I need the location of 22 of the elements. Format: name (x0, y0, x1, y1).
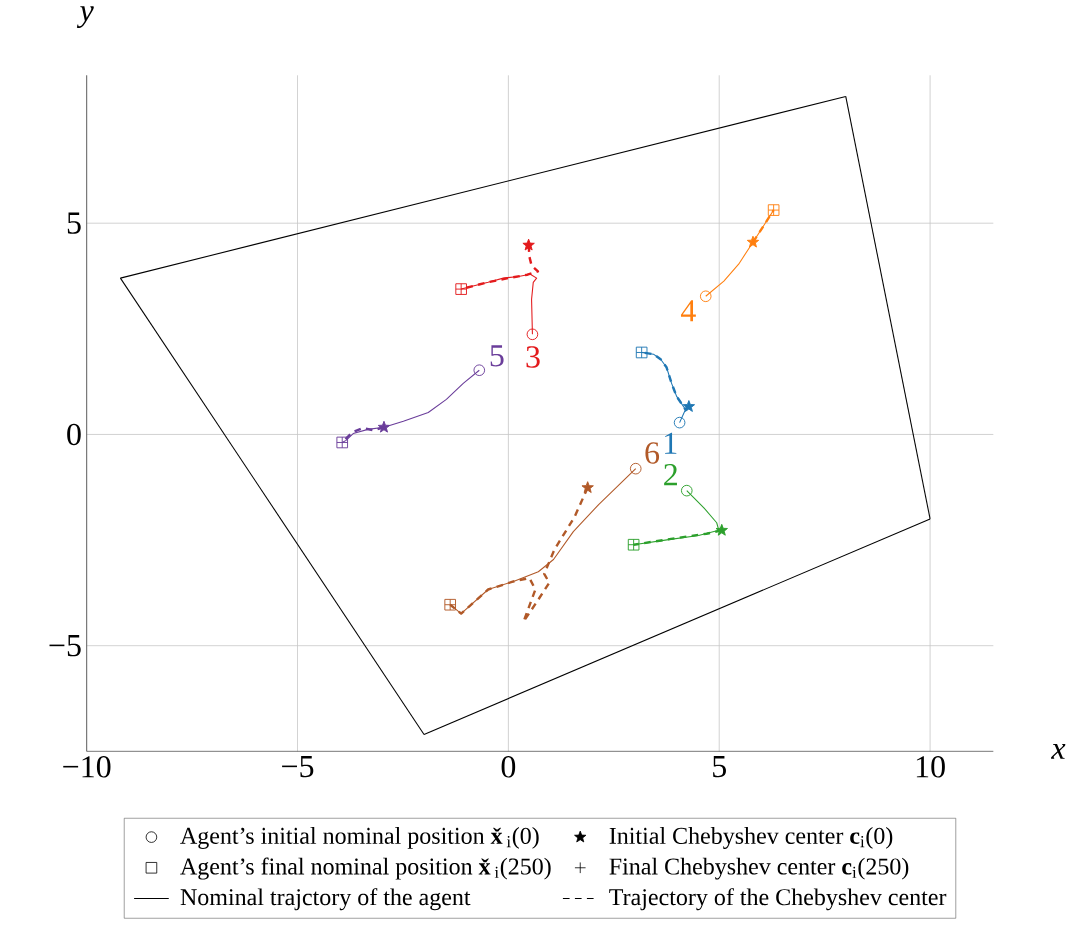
text: Nominal trajctory of the agent (180, 888, 471, 911)
x-tick-label: 5 (713, 756, 726, 778)
x-tick-label: −5 (282, 756, 314, 778)
annotation: 6 (645, 442, 660, 464)
text: Final Chebyshev center c$_{i}$(250) (609, 857, 909, 880)
text: Agent’s final nominal position x̌$_{i}$(250) (180, 857, 551, 880)
y-tick-label: −5 (49, 635, 81, 657)
y-tick-label: 0 (67, 423, 81, 446)
text: Agent’s initial nominal position x̌$_{i}$(0) (180, 827, 539, 849)
x-tick-label: −10 (63, 756, 111, 778)
annotation: 2 (664, 464, 677, 486)
annotation: 5 (490, 345, 504, 367)
text: Trajectory of the Chebyshev center (609, 888, 947, 911)
annotation: 4 (680, 300, 696, 322)
x-tick-label: 0 (501, 756, 516, 778)
annotation: 3 (526, 346, 540, 368)
text: Initial Chebyshev center c$_{i}$(0) (609, 827, 893, 849)
y-tick-label: 5 (67, 212, 81, 234)
x-tick-label: 10 (916, 756, 945, 778)
y-axis-title: y (76, 6, 94, 28)
x-axis-title: x (1050, 743, 1066, 759)
annotation: 1 (665, 432, 677, 454)
